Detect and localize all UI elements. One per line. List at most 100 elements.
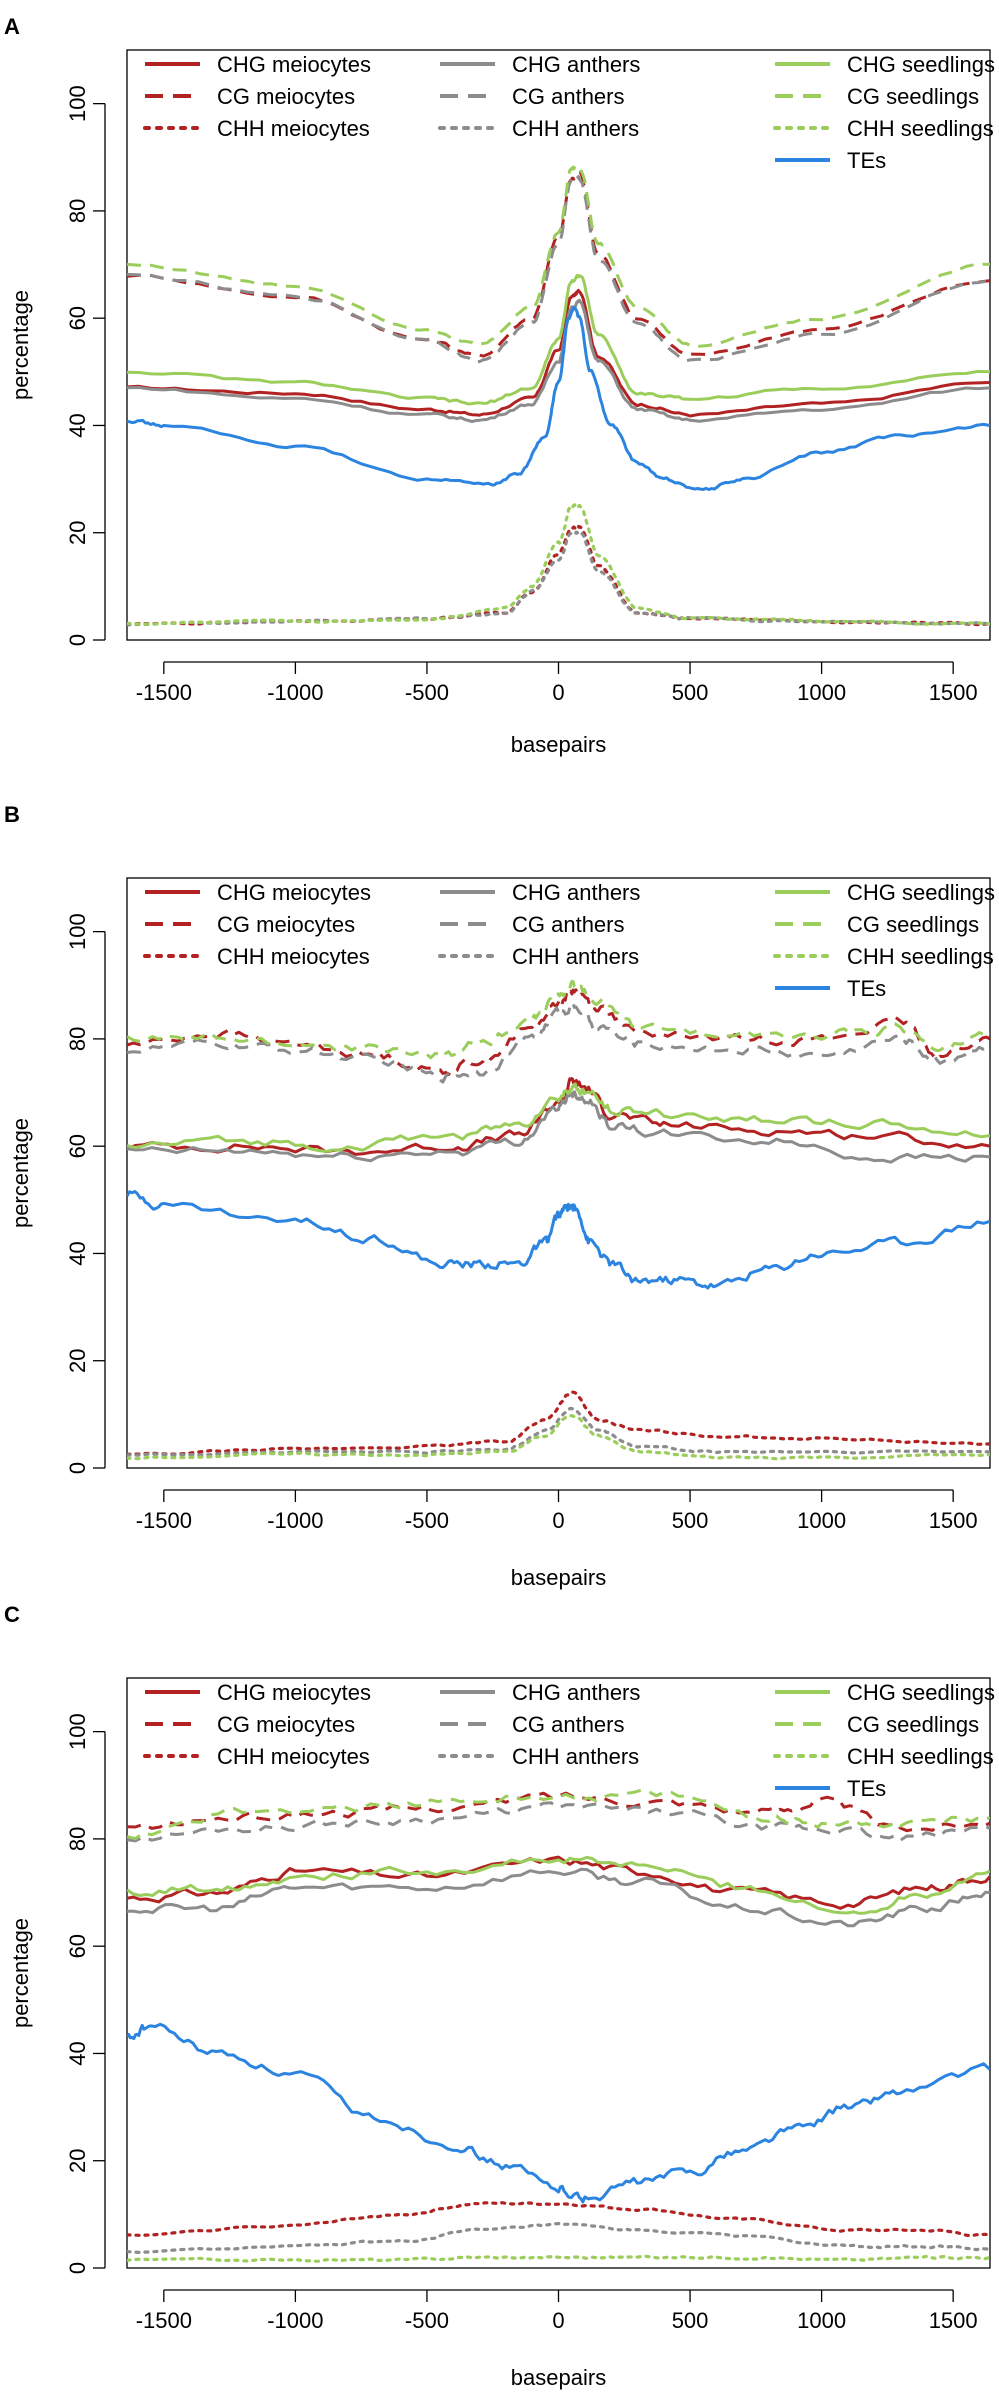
legend-label-tes: TEs	[847, 976, 886, 1001]
series-line-chh-anthers	[127, 2222, 990, 2254]
y-tick-label: 100	[65, 85, 90, 122]
series-line-chh-meiocytes	[127, 2201, 990, 2238]
panel-label: C	[4, 1602, 20, 1627]
chart-panel-b: B -1500 -1000 -500 0 500 1000 1500 0 20 40 60 80 100 b…	[4, 802, 995, 1590]
y-tick-label: 100	[65, 913, 90, 950]
legend-label-chg-meiocytes: CHG meiocytes	[217, 52, 371, 77]
legend-label-cg-anthers: CG anthers	[512, 84, 625, 109]
x-tick-label: -1500	[136, 680, 192, 705]
legend-label-chg-seedlings: CHG seedlings	[847, 52, 995, 77]
x-tick-label: -500	[405, 2308, 449, 2333]
y-tick-label: 20	[65, 1348, 90, 1372]
legend-label-cg-anthers: CG anthers	[512, 912, 625, 937]
series-line-cg-meiocytes	[127, 988, 990, 1077]
plot-frame	[126, 1677, 991, 2269]
legend-label-cg-seedlings: CG seedlings	[847, 84, 979, 109]
x-tick-label: -1500	[136, 1508, 192, 1533]
y-tick-label: 80	[65, 199, 90, 223]
series-line-tes	[127, 2022, 990, 2204]
y-tick-label: 40	[65, 413, 90, 437]
series-line-chh-anthers	[127, 1406, 990, 1457]
x-tick-label: 1500	[929, 2308, 978, 2333]
legend-label-chh-anthers: CHH anthers	[512, 116, 639, 141]
legend-label-chg-meiocytes: CHG meiocytes	[217, 1680, 371, 1705]
y-tick-label: 40	[65, 1241, 90, 1265]
x-tick-label: -500	[405, 680, 449, 705]
y-tick-label: 0	[65, 634, 90, 646]
series-line-cg-meiocytes	[127, 171, 990, 358]
legend: CHG meiocytes CG meiocytes CHH meiocytes CH…	[143, 52, 995, 173]
y-tick-label: 40	[65, 2041, 90, 2065]
legend-label-chh-seedlings: CHH seedlings	[847, 1744, 994, 1769]
legend-label-chh-seedlings: CHH seedlings	[847, 116, 994, 141]
x-tick-label: 0	[552, 2308, 564, 2333]
x-tick-label: 500	[672, 680, 709, 705]
series-line-chg-anthers	[127, 1090, 990, 1164]
legend: CHG meiocytes CG meiocytes CHH meiocytes CH…	[143, 1680, 995, 1801]
legend-label-chh-seedlings: CHH seedlings	[847, 944, 994, 969]
panel-label: B	[4, 802, 20, 827]
x-tick-label: -1000	[267, 680, 323, 705]
legend-label-chh-anthers: CHH anthers	[512, 944, 639, 969]
series-lines	[127, 1788, 990, 2263]
x-tick-label: -500	[405, 1508, 449, 1533]
y-axis-label: percentage	[8, 1118, 33, 1228]
series-line-cg-anthers	[127, 175, 990, 364]
y-axis-label: percentage	[8, 290, 33, 400]
x-tick-label: 1000	[797, 2308, 846, 2333]
x-tick-label: 0	[552, 680, 564, 705]
y-tick-label: 20	[65, 520, 90, 544]
series-lines	[127, 979, 990, 1461]
legend-label-cg-meiocytes: CG meiocytes	[217, 912, 355, 937]
series-line-chg-seedlings	[127, 1855, 990, 1915]
legend-label-cg-meiocytes: CG meiocytes	[217, 84, 355, 109]
legend-label-chg-seedlings: CHG seedlings	[847, 1680, 995, 1705]
x-tick-label: 1500	[929, 680, 978, 705]
series-line-chg-anthers	[127, 1867, 990, 1928]
series-line-tes	[127, 1190, 990, 1290]
y-tick-label: 100	[65, 1713, 90, 1750]
x-axis-label: basepairs	[511, 1565, 606, 1590]
series-line-tes	[127, 306, 990, 491]
series-line-chh-seedlings	[127, 2254, 990, 2263]
y-tick-label: 0	[65, 1462, 90, 1474]
series-line-chh-seedlings	[127, 1414, 990, 1461]
legend-label-chh-meiocytes: CHH meiocytes	[217, 944, 370, 969]
legend-label-chg-anthers: CHG anthers	[512, 52, 640, 77]
x-tick-label: 500	[672, 2308, 709, 2333]
legend: CHG meiocytes CG meiocytes CHH meiocytes CH…	[143, 880, 995, 1001]
y-axis-label: percentage	[8, 1918, 33, 2028]
y-tick-label: 80	[65, 1827, 90, 1851]
y-tick-label: 60	[65, 1934, 90, 1958]
legend-label-cg-seedlings: CG seedlings	[847, 912, 979, 937]
series-line-chg-seedlings	[127, 1082, 990, 1153]
legend-label-chh-anthers: CHH anthers	[512, 1744, 639, 1769]
x-tick-label: 1500	[929, 1508, 978, 1533]
series-line-chg-anthers	[127, 298, 990, 424]
x-tick-label: 1000	[797, 680, 846, 705]
series-line-chh-anthers	[127, 530, 990, 627]
y-tick-label: 60	[65, 1134, 90, 1158]
x-tick-label: 1000	[797, 1508, 846, 1533]
plot-frame	[126, 877, 991, 1469]
series-line-chg-meiocytes	[127, 288, 990, 418]
series-line-cg-anthers	[127, 1001, 990, 1084]
legend-label-chg-anthers: CHG anthers	[512, 1680, 640, 1705]
series-lines	[127, 165, 990, 627]
chart-panel-a: A -1500 -1000 -500 0 500 1000 1500 0 20 40 60 80 100 b…	[4, 14, 995, 757]
y-tick-label: 20	[65, 2148, 90, 2172]
series-line-cg-meiocytes	[127, 1791, 990, 1833]
y-tick-label: 0	[65, 2262, 90, 2274]
legend-label-cg-seedlings: CG seedlings	[847, 1712, 979, 1737]
legend-label-cg-anthers: CG anthers	[512, 1712, 625, 1737]
x-axis-label: basepairs	[511, 732, 606, 757]
x-tick-label: -1000	[267, 1508, 323, 1533]
legend-label-chg-seedlings: CHG seedlings	[847, 880, 995, 905]
series-line-chh-meiocytes	[127, 1390, 990, 1456]
legend-label-chh-meiocytes: CHH meiocytes	[217, 116, 370, 141]
x-tick-label: -1500	[136, 2308, 192, 2333]
chart-panel-c: C -1500 -1000 -500 0 500 1000 1500 0 20 40 60 80 100 b…	[4, 1602, 995, 2390]
series-line-cg-seedlings	[127, 165, 990, 348]
x-axis-label: basepairs	[511, 2365, 606, 2390]
